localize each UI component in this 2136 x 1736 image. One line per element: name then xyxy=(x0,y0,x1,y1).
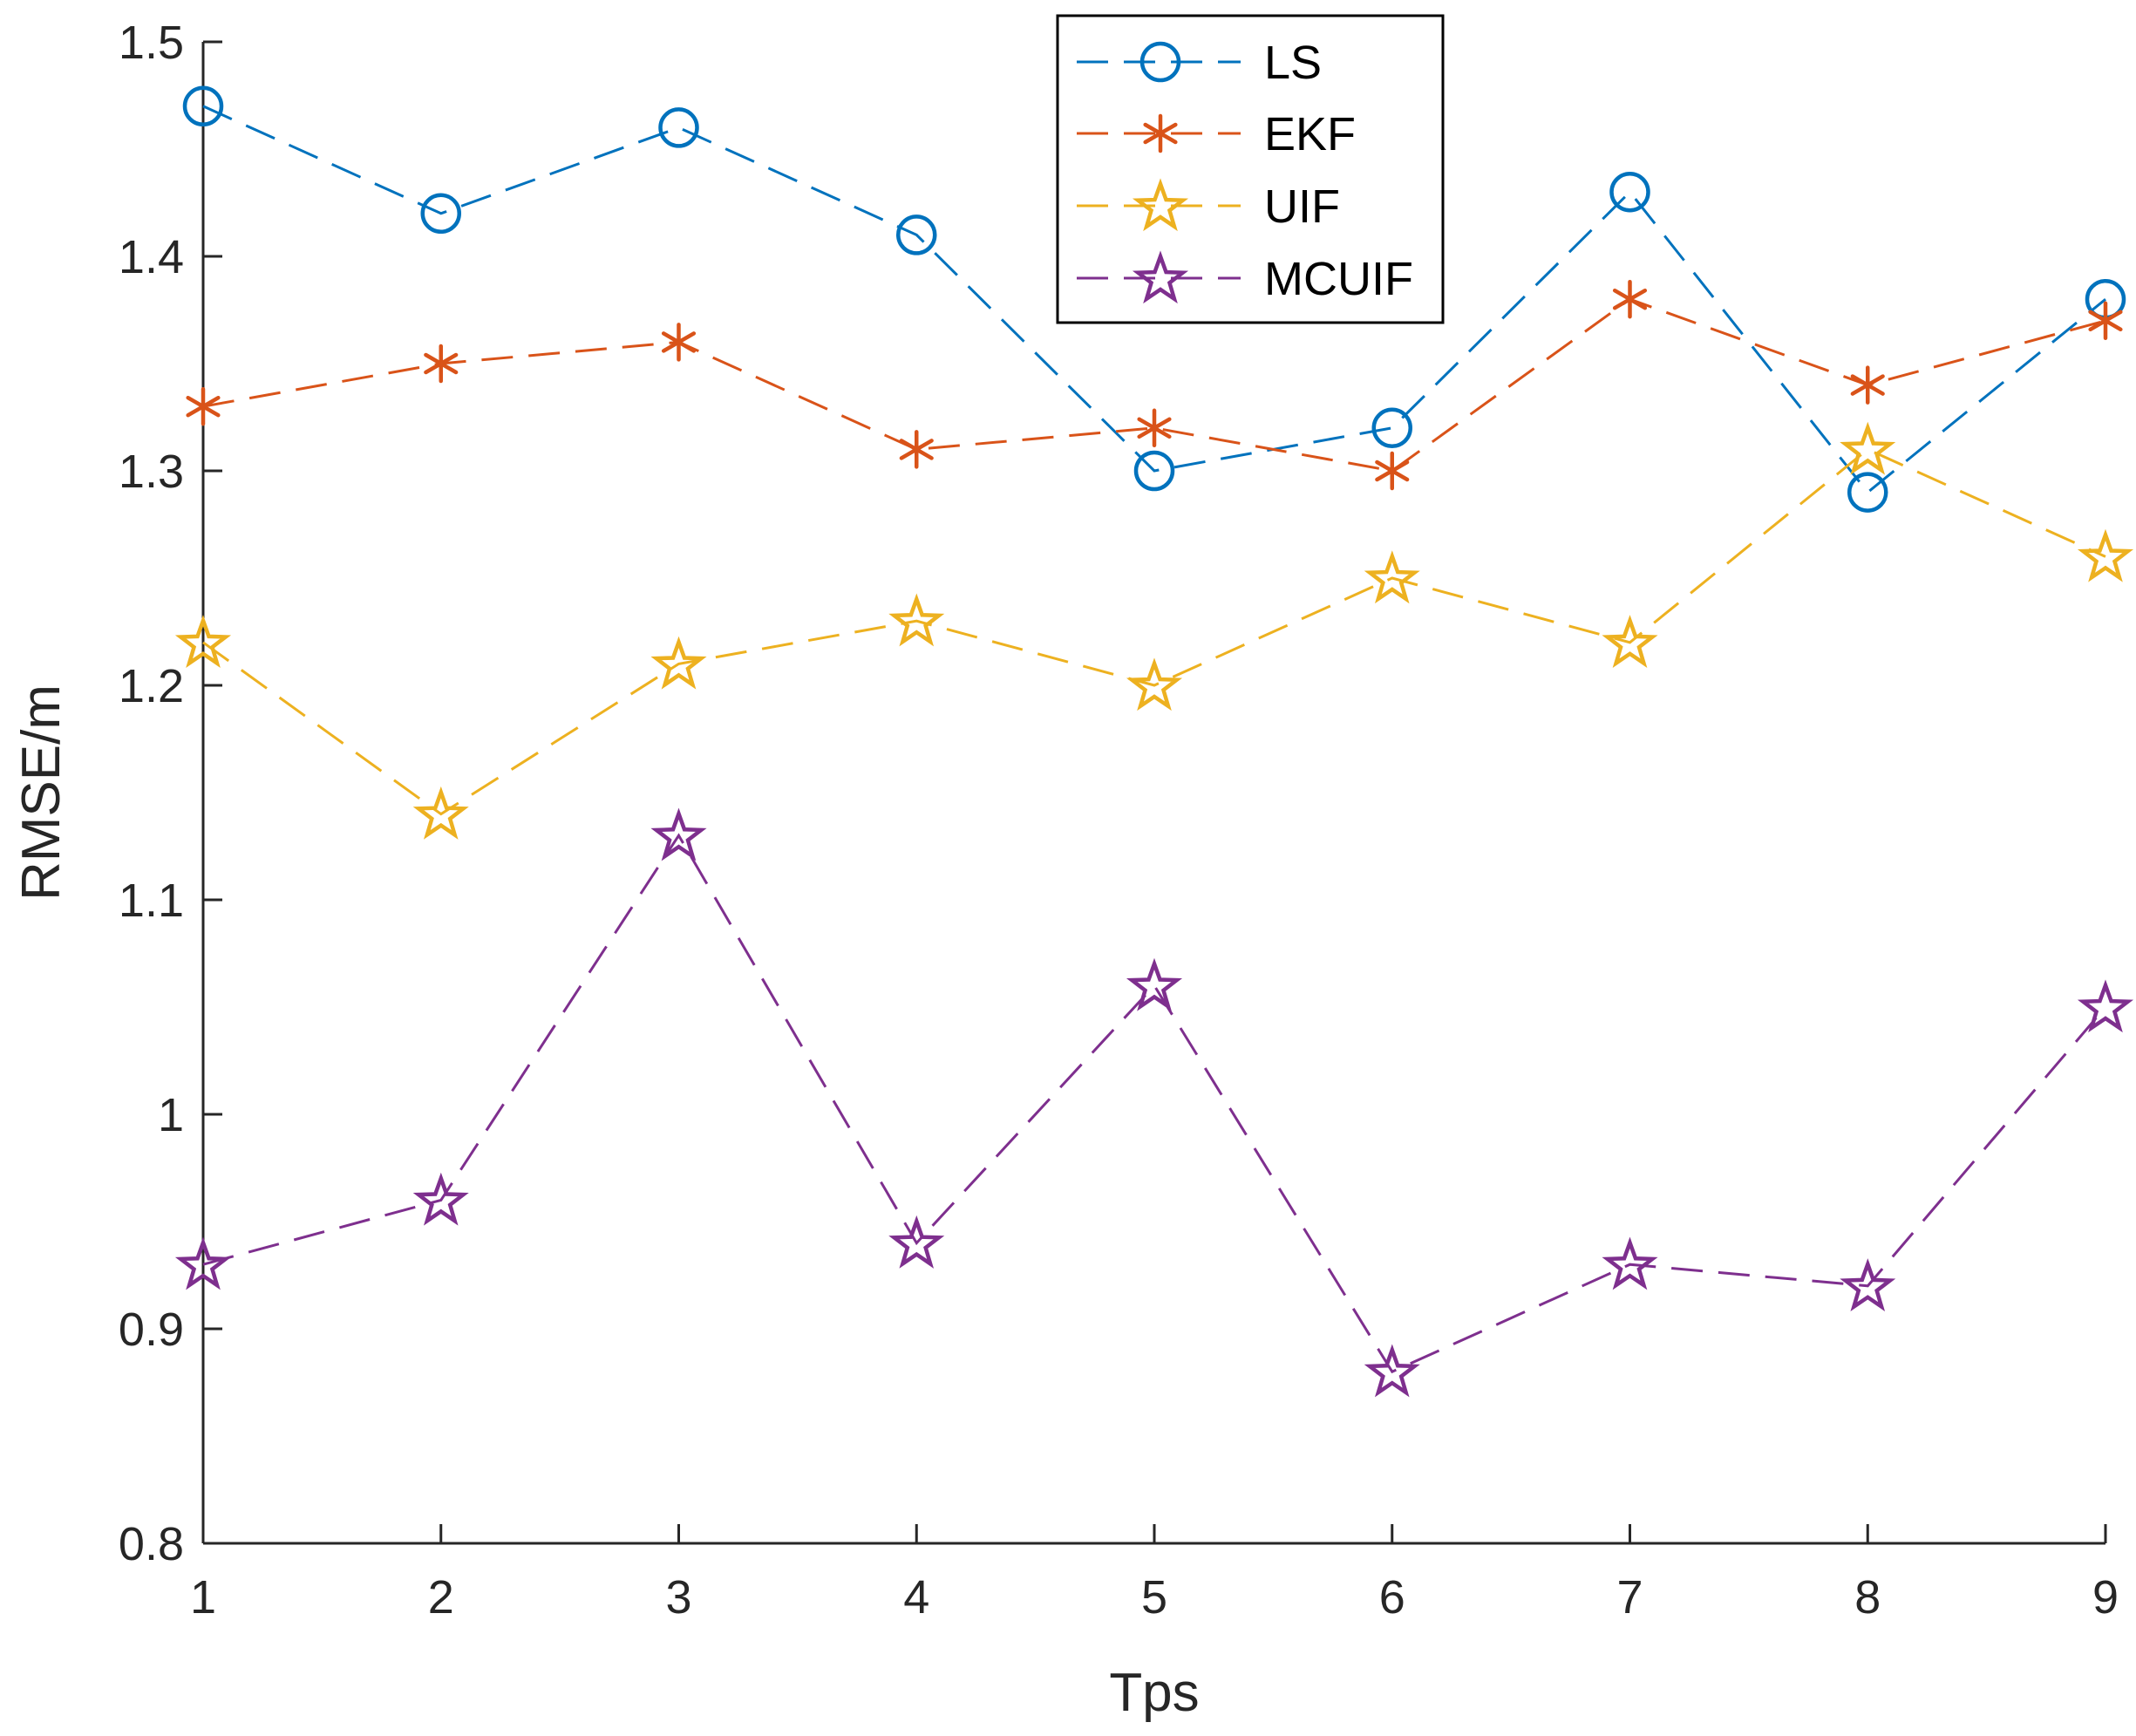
series-line-mcuif xyxy=(202,833,2107,1374)
data-point-uif xyxy=(888,593,945,647)
data-point-ls xyxy=(182,85,224,127)
legend-box xyxy=(1056,14,1445,324)
data-point-mcuif xyxy=(174,1236,232,1290)
data-point-mcuif xyxy=(412,1172,469,1226)
legend-marker xyxy=(1143,113,1178,153)
data-point-ekf xyxy=(1612,279,1648,319)
data-point-ekf xyxy=(424,344,459,384)
y-tick-label: 0.9 xyxy=(119,1304,184,1356)
x-tick-label: 1 xyxy=(190,1571,216,1624)
data-point-mcuif xyxy=(1364,1344,1420,1398)
data-point-mcuif xyxy=(2077,979,2134,1033)
data-point-uif xyxy=(1840,421,1896,475)
data-point-ekf xyxy=(1850,365,1885,405)
data-point-mcuif xyxy=(1602,1236,1658,1290)
data-point-ls xyxy=(658,107,699,148)
data-point-ekf xyxy=(661,323,697,362)
x-tick-label: 9 xyxy=(2092,1571,2119,1624)
y-tick-label: 0.8 xyxy=(119,1518,184,1570)
series-line-uif xyxy=(202,447,2106,816)
x-tick-label: 6 xyxy=(1379,1571,1405,1624)
data-point-ekf xyxy=(1375,451,1410,491)
data-point-uif xyxy=(2077,528,2134,582)
data-point-uif xyxy=(650,636,707,690)
legend-label: LS xyxy=(1264,37,1322,89)
y-axis-title: RMSE/m xyxy=(11,684,71,901)
data-point-ekf xyxy=(2088,301,2123,341)
series-uif xyxy=(174,421,2134,840)
data-point-ekf xyxy=(899,430,934,469)
legend-marker xyxy=(1132,178,1189,232)
legend-entry-ekf: EKF xyxy=(1077,108,1356,160)
data-point-ekf xyxy=(1137,408,1172,448)
series-layer xyxy=(174,85,2134,1398)
data-point-mcuif xyxy=(888,1215,945,1269)
x-tick-label: 4 xyxy=(903,1571,929,1624)
y-tick-label: 1.4 xyxy=(119,231,184,283)
y-tick-label: 1.3 xyxy=(119,446,184,498)
data-point-uif xyxy=(1602,615,1658,668)
legend-entry-uif: UIF xyxy=(1077,178,1340,233)
data-point-mcuif xyxy=(1840,1258,1896,1312)
x-tick-label: 5 xyxy=(1141,1571,1167,1624)
data-point-uif xyxy=(1364,550,1420,604)
y-tick-label: 1.1 xyxy=(119,875,184,927)
data-point-ls xyxy=(1847,472,1888,513)
y-tick-label: 1.5 xyxy=(119,17,184,69)
data-point-ls xyxy=(1133,450,1175,492)
data-point-ekf xyxy=(186,386,221,426)
x-axis-title: Tps xyxy=(1109,1663,1199,1723)
legend-marker xyxy=(1132,250,1189,304)
legend-label: UIF xyxy=(1264,180,1340,233)
legend-label: EKF xyxy=(1264,108,1356,160)
data-point-ls xyxy=(896,214,937,255)
y-tick-label: 1.2 xyxy=(119,660,184,712)
x-tick-label: 8 xyxy=(1854,1571,1881,1624)
legend-label: MCUIF xyxy=(1264,253,1413,305)
data-point-uif xyxy=(412,786,469,840)
data-point-ls xyxy=(1609,171,1650,213)
x-tick-label: 2 xyxy=(428,1571,454,1624)
data-point-uif xyxy=(1126,657,1183,711)
y-tick-label: 1 xyxy=(158,1089,184,1141)
data-point-mcuif xyxy=(650,807,707,861)
data-point-uif xyxy=(174,615,232,668)
x-tick-label: 3 xyxy=(665,1571,691,1624)
legend: LS EKF UIF MCUIF xyxy=(1056,14,1445,324)
legend-entry-mcuif: MCUIF xyxy=(1077,250,1413,305)
data-point-mcuif xyxy=(1126,957,1183,1011)
x-tick-label: 7 xyxy=(1616,1571,1643,1624)
legend-marker xyxy=(1139,41,1181,83)
data-point-ls xyxy=(420,193,461,235)
series-mcuif xyxy=(174,807,2134,1398)
series-ekf xyxy=(186,279,2123,491)
axes: 1 2 3 4 5 6 7 8 9 0.8 0.9 1 1.1 1.2 1.3 1.4 1.5 xyxy=(119,17,2119,1624)
series-line-ls xyxy=(202,105,2106,494)
legend-entry-ls: LS xyxy=(1077,37,1322,89)
data-point-ls xyxy=(1371,407,1412,449)
